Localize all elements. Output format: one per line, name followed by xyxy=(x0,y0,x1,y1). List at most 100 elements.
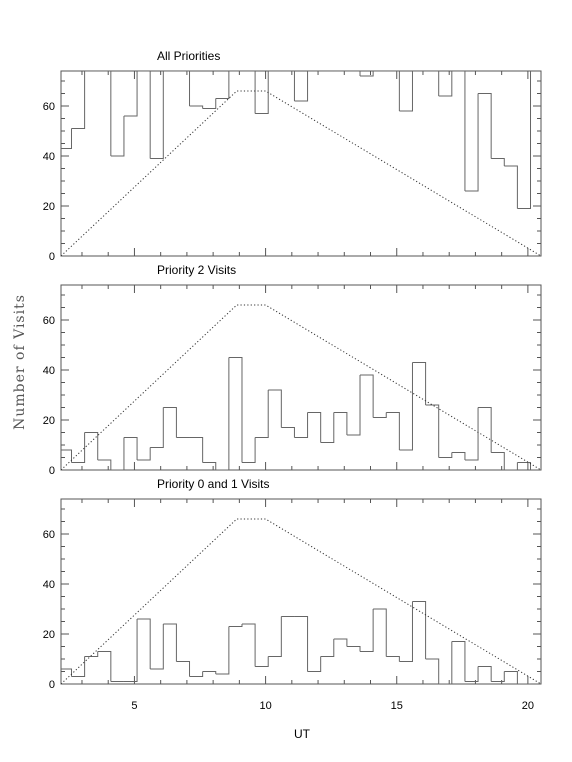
histogram-bin xyxy=(137,618,151,669)
panel-title: All Priorities xyxy=(157,49,220,63)
histogram-bin xyxy=(451,71,466,191)
y-tick-label: 0 xyxy=(49,679,55,691)
panel-1: All Priorities 0 20 40 60 xyxy=(43,49,542,263)
histogram-bin xyxy=(346,375,361,436)
y-tick-label: 0 xyxy=(49,251,55,263)
data-area xyxy=(61,304,541,470)
plot-frame xyxy=(60,70,542,257)
histogram-bin xyxy=(241,437,256,463)
x-axis-label: UT xyxy=(294,727,311,741)
histogram-bin xyxy=(320,412,335,443)
y-tick-label: 40 xyxy=(43,579,55,591)
histogram-bin xyxy=(504,165,518,209)
histogram-bin xyxy=(150,71,164,159)
histogram-bin xyxy=(255,71,269,114)
x-tick-label: 5 xyxy=(131,700,137,712)
data-area xyxy=(61,518,541,684)
y-tick-label: 20 xyxy=(43,201,55,213)
histogram-bin xyxy=(399,362,413,451)
histogram-bin xyxy=(307,412,322,443)
histogram-bin xyxy=(71,432,86,463)
y-tick-label: 60 xyxy=(43,315,55,327)
histogram-bin xyxy=(320,639,335,657)
histogram-bin xyxy=(294,71,309,102)
histogram-bin xyxy=(202,462,217,470)
histogram-bin xyxy=(517,462,532,470)
histogram-bin xyxy=(360,71,374,77)
histogram-bin xyxy=(399,71,413,112)
histogram-bin xyxy=(215,626,230,675)
histogram-bin xyxy=(61,128,72,149)
x-tick-label: 10 xyxy=(259,700,271,712)
histogram-bin xyxy=(373,412,387,418)
histogram-bin xyxy=(215,71,230,99)
histogram-bin xyxy=(176,661,191,677)
histogram-bin xyxy=(464,666,479,682)
histogram-bin xyxy=(110,116,125,157)
histogram-bin xyxy=(373,608,387,657)
histogram-bin xyxy=(189,437,204,463)
histogram-bin xyxy=(61,668,72,677)
histogram-bin xyxy=(478,93,492,159)
histogram-bin xyxy=(189,105,204,109)
histogram-bin xyxy=(137,447,151,461)
capacity-line xyxy=(61,518,541,684)
capacity-line xyxy=(61,304,541,470)
histogram-bin xyxy=(451,641,466,682)
histogram-bin xyxy=(123,437,138,460)
histogram-bin xyxy=(255,390,269,438)
histogram-bin xyxy=(97,651,112,682)
histogram-bin xyxy=(425,71,440,96)
capacity-line xyxy=(61,90,541,256)
histogram-bin xyxy=(228,624,243,627)
histogram-bin xyxy=(97,459,112,470)
histogram-bin xyxy=(386,412,400,450)
histogram-bin xyxy=(294,412,309,438)
histogram-bin xyxy=(399,601,413,662)
histogram-bin xyxy=(281,71,295,101)
histogram-bin xyxy=(123,71,138,117)
histogram-bin xyxy=(504,462,518,470)
histogram-bin xyxy=(438,71,453,97)
panel-title: Priority 0 and 1 Visits xyxy=(157,477,270,491)
histogram-bin xyxy=(438,452,453,458)
histogram-bin xyxy=(215,357,230,470)
histogram-bin xyxy=(307,656,322,672)
histogram-bin xyxy=(71,656,86,677)
histogram-bin xyxy=(163,623,177,662)
histogram-bin xyxy=(97,71,112,156)
histogram-bin xyxy=(202,671,217,674)
histogram-bin xyxy=(412,362,427,405)
y-tick-label: 20 xyxy=(43,415,55,427)
y-tick-label: 60 xyxy=(43,529,55,541)
x-tick-label: 20 xyxy=(522,700,534,712)
data-area xyxy=(61,71,541,256)
panel-3: Priority 0 and 1 Visits 0 20 40 60 5 10 15 20 xyxy=(43,477,542,712)
histogram-bin xyxy=(268,616,282,657)
histogram-bin xyxy=(123,619,138,682)
histogram-bin xyxy=(346,71,361,76)
y-tick-label: 40 xyxy=(43,365,55,377)
histogram-bin xyxy=(464,93,479,192)
histogram-bin xyxy=(255,656,269,667)
histogram-bin xyxy=(333,638,348,647)
panel-title: Priority 2 Visits xyxy=(157,263,236,277)
histogram-bin xyxy=(241,71,256,114)
histogram-bin xyxy=(163,407,177,438)
histogram-bin xyxy=(386,656,400,662)
histogram-bin xyxy=(84,432,99,460)
y-axis-label: Number of Visits xyxy=(12,294,28,430)
panel-2: Priority 2 Visits 0 20 40 60 xyxy=(43,263,542,477)
histogram-bin xyxy=(150,624,164,670)
histogram-bin xyxy=(438,641,453,684)
histogram-bin xyxy=(412,601,427,659)
histogram-bin xyxy=(268,389,282,428)
histogram-bin xyxy=(150,407,164,448)
histogram-bin xyxy=(478,666,492,682)
y-tick-label: 60 xyxy=(43,101,55,113)
histogram-bin xyxy=(202,98,217,109)
histogram-bin xyxy=(110,437,125,470)
y-tick-label: 20 xyxy=(43,629,55,641)
histogram-bin xyxy=(333,412,348,435)
